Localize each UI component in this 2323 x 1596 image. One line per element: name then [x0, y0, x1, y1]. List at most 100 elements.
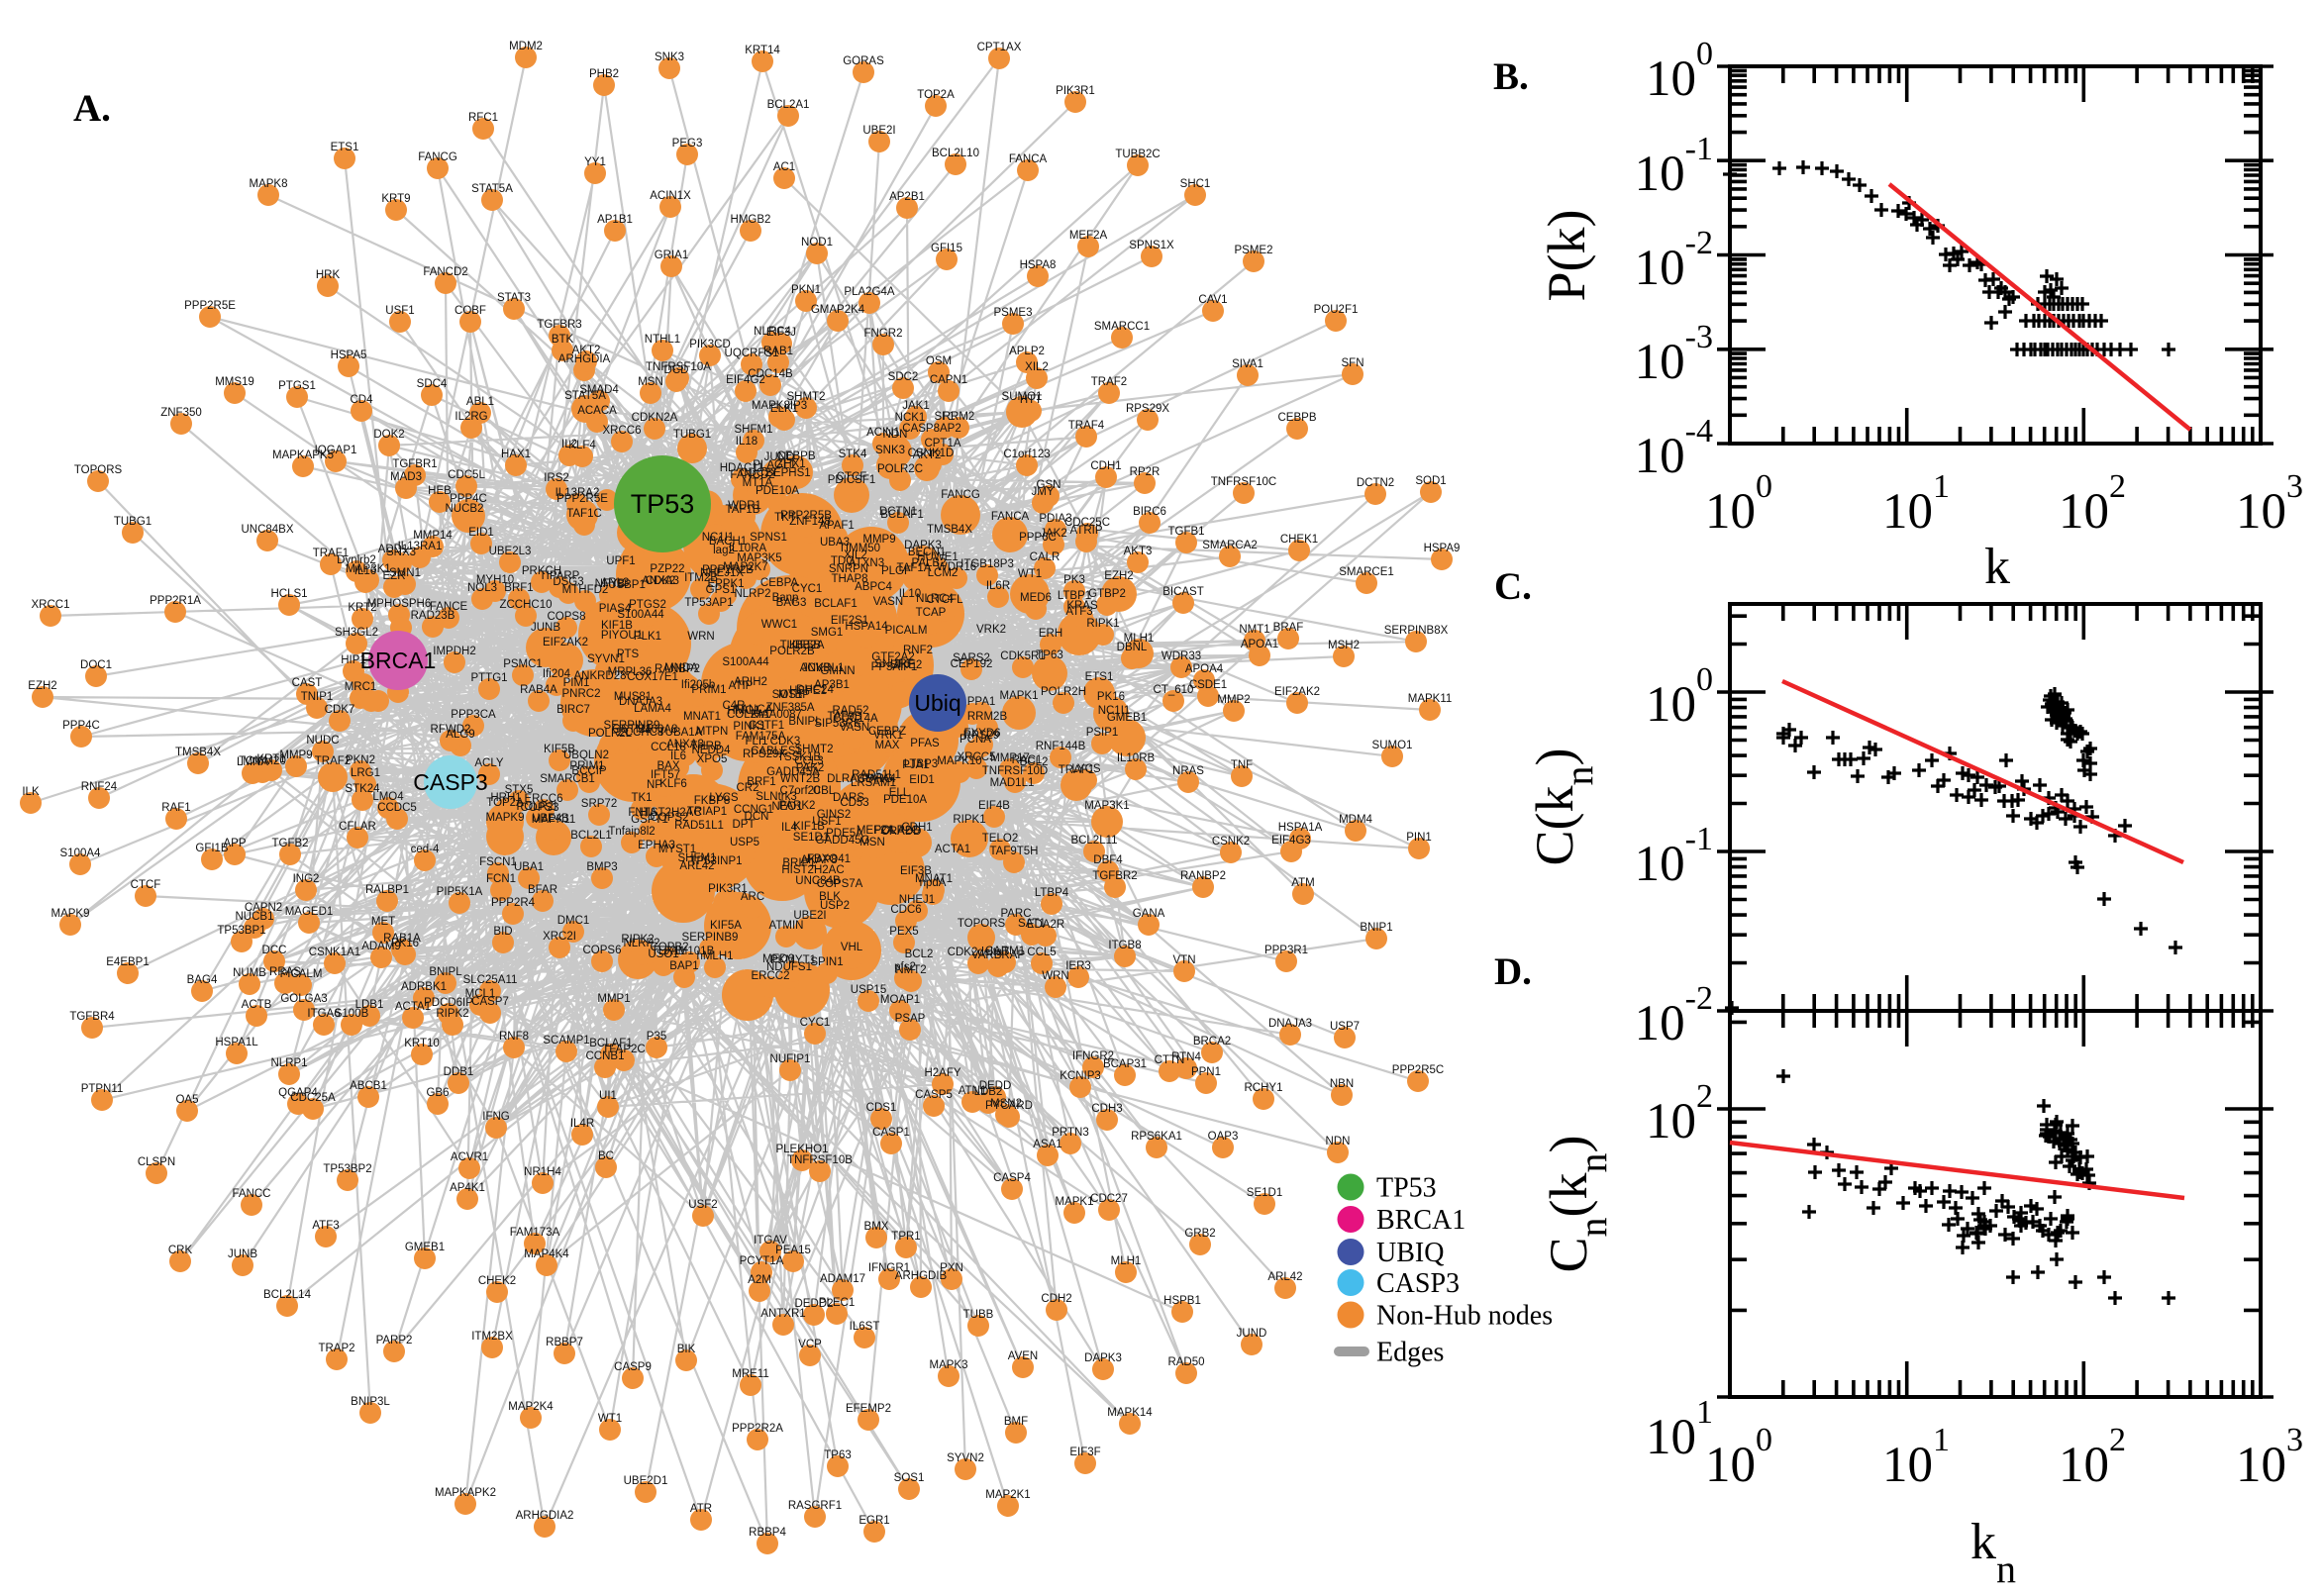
svg-text:TELO2: TELO2 — [982, 833, 1018, 845]
svg-text:PPP3R1: PPP3R1 — [1264, 945, 1308, 956]
svg-text:KIF1B: KIF1B — [793, 821, 825, 833]
svg-text:IL10RA: IL10RA — [729, 543, 767, 554]
svg-text:DLRACDHA4: DLRACDHA4 — [827, 773, 896, 785]
svg-text:SHFM1: SHFM1 — [678, 852, 717, 864]
svg-text:MTPN: MTPN — [696, 726, 729, 738]
svg-text:KIF5B: KIF5B — [544, 744, 575, 755]
svg-text:ATRIP: ATRIP — [1069, 525, 1102, 537]
svg-text:PSME3: PSME3 — [994, 307, 1033, 319]
svg-text:RFC1: RFC1 — [468, 112, 498, 124]
svg-text:MED6: MED6 — [1020, 592, 1052, 604]
svg-text:BIRC7: BIRC7 — [556, 704, 590, 716]
svg-text:CDS1: CDS1 — [866, 1102, 897, 1114]
svg-text:NLRC4: NLRC4 — [754, 326, 791, 338]
svg-text:BRIP1: BRIP1 — [782, 857, 815, 869]
svg-text:TOMM20: TOMM20 — [239, 755, 286, 767]
svg-text:SMARCB1: SMARCB1 — [540, 773, 595, 785]
svg-text:NHEJ1: NHEJ1 — [899, 894, 935, 906]
svg-text:XIL2: XIL2 — [1025, 361, 1049, 373]
svg-text:GORAS: GORAS — [843, 55, 884, 67]
svg-text:RPS29: RPS29 — [963, 730, 999, 742]
svg-text:RAD51L1: RAD51L1 — [674, 820, 724, 832]
svg-text:USF1: USF1 — [812, 816, 841, 828]
svg-text:OAP3: OAP3 — [1208, 1131, 1239, 1143]
svg-text:TK1: TK1 — [631, 792, 652, 804]
svg-text:FANCG: FANCG — [418, 151, 457, 163]
svg-text:NCK1: NCK1 — [895, 412, 926, 424]
svg-text:RPS6KA1: RPS6KA1 — [1131, 1131, 1182, 1143]
svg-text:HIP1: HIP1 — [341, 654, 366, 666]
svg-text:pfs2: pfs2 — [894, 961, 916, 973]
svg-text:TRAF1: TRAF1 — [1059, 764, 1094, 776]
svg-text:PARK2: PARK2 — [779, 800, 816, 812]
svg-text:SUMO1: SUMO1 — [1002, 391, 1043, 403]
svg-text:NP: NP — [647, 779, 662, 791]
svg-text:DARS: DARS — [833, 792, 864, 804]
svg-text:EIF3J: EIF3J — [766, 327, 796, 339]
svg-text:MNDA: MNDA — [664, 662, 698, 674]
svg-text:ADD1: ADD1 — [378, 544, 409, 555]
svg-text:MAD3: MAD3 — [390, 471, 422, 483]
svg-text:FANCG: FANCG — [941, 489, 980, 501]
svg-text:THAP8: THAP8 — [831, 573, 867, 585]
svg-text:APOA4: APOA4 — [1185, 663, 1224, 675]
svg-text:ITM2BX: ITM2BX — [471, 1331, 513, 1343]
svg-text:PDE10A: PDE10A — [883, 794, 927, 806]
svg-text:TCAP: TCAP — [916, 607, 947, 619]
svg-text:ERCC6: ERCC6 — [525, 793, 563, 805]
svg-text:CPT1AX: CPT1AX — [977, 42, 1022, 53]
svg-text:GSPT1: GSPT1 — [631, 814, 668, 826]
svg-text:FLI1: FLI1 — [745, 736, 767, 748]
svg-text:PRTN3: PRTN3 — [1052, 1127, 1089, 1139]
svg-text:AP3B1: AP3B1 — [814, 679, 850, 691]
svg-text:FAM175A: FAM175A — [736, 731, 786, 743]
svg-text:TOPORS: TOPORS — [958, 918, 1006, 930]
svg-text:YY1: YY1 — [584, 156, 606, 168]
svg-text:MAP2K1: MAP2K1 — [985, 1489, 1030, 1501]
svg-text:GPS1: GPS1 — [706, 584, 737, 596]
svg-text:AKT2: AKT2 — [572, 345, 601, 356]
svg-text:DEDD: DEDD — [979, 1080, 1012, 1092]
svg-text:LTBP3: LTBP3 — [904, 758, 938, 770]
svg-text:KIAA0087: KIAA0087 — [751, 709, 802, 721]
svg-text:S100A4: S100A4 — [60, 848, 102, 859]
svg-text:DNAJA3: DNAJA3 — [1268, 1018, 1312, 1030]
svg-text:EZR: EZR — [383, 570, 406, 582]
svg-text:BCLAF1: BCLAF1 — [589, 1038, 632, 1049]
svg-text:KRT2: KRT2 — [348, 602, 376, 614]
svg-text:PARG: PARG — [861, 773, 893, 785]
svg-text:LDB1: LDB1 — [355, 999, 384, 1011]
svg-text:ZNF148: ZNF148 — [789, 516, 831, 528]
svg-text:MLH1: MLH1 — [1124, 633, 1155, 645]
svg-text:IL2RG: IL2RG — [454, 411, 487, 423]
svg-text:NC1I1: NC1I1 — [702, 532, 735, 544]
svg-text:ADAM9: ADAM9 — [361, 941, 401, 952]
svg-text:RP2R: RP2R — [1130, 466, 1161, 478]
svg-text:BCCIP: BCCIP — [571, 765, 606, 777]
svg-text:Edges: Edges — [1376, 1338, 1444, 1368]
svg-text:HRH1: HRH1 — [490, 792, 521, 804]
svg-text:IER3: IER3 — [1065, 960, 1091, 972]
svg-text:BCL2: BCL2 — [905, 948, 934, 960]
svg-text:CDK7: CDK7 — [325, 704, 355, 716]
svg-text:VRK1: VRK1 — [873, 730, 903, 742]
svg-text:KRT1: KRT1 — [256, 753, 285, 765]
svg-text:OSM: OSM — [926, 355, 952, 367]
svg-text:EPPK1: EPPK1 — [707, 578, 744, 590]
svg-text:RAD23B: RAD23B — [411, 610, 455, 622]
svg-text:APOA1: APOA1 — [1241, 639, 1278, 650]
svg-text:KIF5A: KIF5A — [710, 920, 742, 932]
svg-text:SEPHS1: SEPHS1 — [765, 467, 810, 479]
svg-text:MAP4K4: MAP4K4 — [524, 1248, 569, 1260]
svg-text:STK24: STK24 — [345, 783, 380, 795]
svg-text:CASP3: CASP3 — [1376, 1268, 1460, 1299]
svg-text:XRCC5: XRCC5 — [958, 751, 996, 763]
svg-text:KCNIP3: KCNIP3 — [1060, 1070, 1101, 1082]
svg-text:PPP2R5E: PPP2R5E — [556, 493, 608, 505]
svg-text:SMARCA2: SMARCA2 — [1202, 540, 1258, 551]
svg-text:TAF1C: TAF1C — [566, 508, 602, 520]
svg-text:TEX11: TEX11 — [652, 946, 685, 957]
svg-text:ELL: ELL — [889, 787, 910, 799]
svg-text:WNT2B: WNT2B — [780, 773, 821, 785]
svg-text:MT1A: MT1A — [743, 477, 773, 489]
